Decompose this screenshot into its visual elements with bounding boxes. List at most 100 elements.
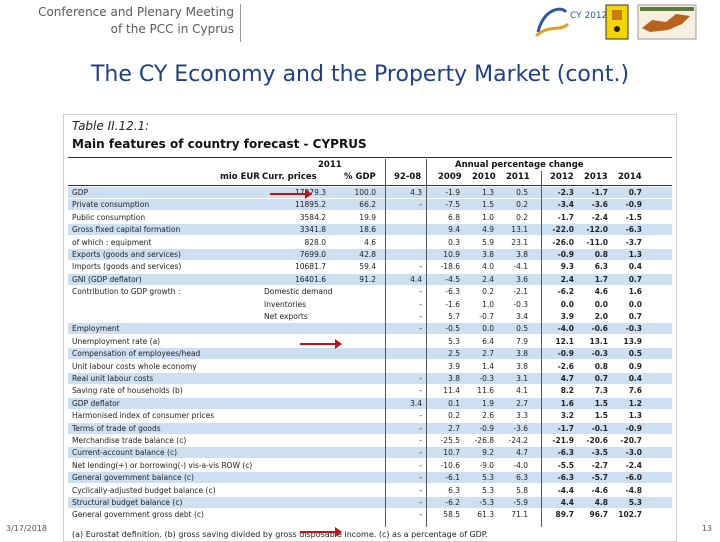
row-label: Unit labour costs whole economy: [72, 361, 197, 371]
header-divider: [240, 4, 241, 42]
cell-year-value: 7.6: [628, 386, 642, 396]
cell-year-value: 0.4: [628, 262, 642, 272]
cell-year-value: 3.8: [516, 250, 528, 259]
cell-year-value: -21.9: [552, 436, 574, 445]
cell-year-value: 7.3: [594, 386, 608, 396]
cell-year-value: 3.6: [516, 274, 528, 284]
cell-year-value: 2.7: [516, 398, 528, 408]
table-row: GDP17979.3100.04.3-1.91.30.5-2.3-1.70.7: [68, 187, 672, 198]
row-label: GDP: [72, 188, 89, 197]
cell-year-value: 3.8: [448, 374, 460, 383]
cell-year-value: 0.2: [516, 212, 528, 222]
cell-year-value: -20.7: [620, 436, 642, 445]
cell-year-value: 4.6: [594, 287, 608, 297]
year-header: 2011: [506, 172, 530, 182]
cell-year-value: -9.0: [479, 460, 494, 470]
cell-year-value: -22.0: [552, 225, 574, 235]
cell-year-value: -5.7: [591, 473, 608, 483]
slide-header: Conference and Plenary Meeting of the PC…: [0, 0, 720, 44]
row-label: Harmonised index of consumer prices: [72, 411, 215, 421]
cell-92-08: -: [419, 423, 422, 433]
cell-year-value: -0.7: [479, 312, 494, 321]
cell-year-value: 3.9: [560, 312, 574, 321]
cell-year-value: -26.8: [474, 436, 494, 445]
cell-year-value: 0.9: [628, 361, 642, 371]
cell-year-value: -0.1: [591, 423, 608, 433]
cell-year-value: 7.9: [516, 336, 528, 346]
row-sublabel: Inventories: [264, 299, 306, 309]
annotation-arrow-gdp: [270, 189, 312, 199]
cell-92-08: -: [419, 386, 422, 396]
cell-year-value: 0.2: [482, 287, 494, 297]
cell-year-value: 1.5: [594, 398, 608, 408]
cell-year-value: 2.7: [448, 423, 460, 433]
cell-year-value: 1.6: [560, 398, 574, 408]
row-label: Net lending(+) or borrowing(-) vis-a-vis…: [72, 460, 253, 470]
cell-year-value: 2.4: [482, 274, 494, 284]
cell-year-value: -4.1: [513, 262, 528, 272]
cell-pct-gdp: 66.2: [359, 200, 376, 210]
cell-year-value: -0.3: [513, 299, 528, 309]
cell-year-value: -4.0: [557, 324, 574, 334]
cell-pct-gdp: 100.0: [354, 188, 376, 197]
cell-year-value: -5.5: [557, 460, 574, 470]
cell-year-value: 3.1: [516, 374, 528, 383]
year-header: 2010: [472, 172, 496, 182]
cell-year-value: -12.0: [586, 225, 608, 235]
table-row: Harmonised index of consumer prices - 0.2 2…: [68, 410, 672, 421]
row-label: Compensation of employees/head: [72, 349, 201, 359]
cell-year-value: -4.0: [513, 460, 528, 470]
table-row: Structural budget balance (c) - -6.2 -5.3 -5…: [68, 497, 672, 508]
cell-year-value: -2.4: [625, 460, 642, 470]
year-header: 2014: [618, 172, 642, 182]
cell-year-value: 5.8: [516, 485, 528, 495]
table-row: Saving rate of households (b) - 11.4 11.6 4.…: [68, 385, 672, 396]
cell-year-value: -6.0: [625, 473, 642, 483]
cell-year-value: 4.7: [560, 374, 574, 383]
table-label: Table II.12.1:: [72, 119, 150, 133]
cell-year-value: -26.0: [552, 237, 574, 247]
cell-year-value: 3.3: [516, 411, 528, 421]
cell-year-value: -6.3: [625, 225, 642, 235]
cell-year-value: -2.4: [591, 212, 608, 222]
cell-year-value: 1.7: [594, 274, 608, 284]
cell-year-value: 3.9: [448, 361, 460, 371]
cell-curr-prices: 3584.2: [299, 212, 326, 222]
table-footnote: (a) Eurostat definition. (b) gross savin…: [72, 530, 488, 539]
cell-pct-gdp: 4.6: [364, 237, 376, 247]
cell-year-value: -10.6: [440, 460, 460, 470]
cell-year-value: 0.2: [516, 200, 528, 210]
cell-year-value: 8.2: [560, 386, 574, 396]
cell-year-value: 4.9: [482, 225, 494, 235]
cell-year-value: 9.4: [448, 225, 460, 235]
cell-year-value: 0.8: [594, 361, 608, 371]
cell-year-value: 9.2: [482, 448, 494, 458]
cell-pct-gdp: 59.4: [359, 262, 376, 272]
col-mio-header: mio EUR: [220, 172, 260, 182]
cell-year-value: 2.0: [594, 312, 608, 321]
table-row: Inventories - -1.6 1.0 -0.3 0.0 0.0 0.0: [68, 299, 672, 310]
table-row: Current-account balance (c) - 10.7 9.2 4.7 -6…: [68, 447, 672, 459]
row-label: Merchandise trade balance (c): [72, 436, 187, 445]
cell-year-value: -0.3: [479, 374, 494, 383]
table-row: Imports (goods and services) 10681.7 59.4 -…: [68, 261, 672, 272]
cell-year-value: -0.3: [625, 324, 642, 334]
cell-year-value: 0.0: [628, 299, 642, 309]
table-row: Unit labour costs whole economy 3.9 1.4 3.8…: [68, 361, 672, 372]
cell-year-value: 2.4: [560, 274, 574, 284]
cell-year-value: 1.3: [628, 250, 642, 259]
cell-year-value: 0.7: [594, 374, 608, 383]
cell-year-value: -0.5: [445, 324, 460, 334]
cell-92-08: -: [419, 262, 422, 272]
cell-year-value: 9.3: [560, 262, 574, 272]
cell-year-value: -3.4: [557, 200, 574, 210]
cell-year-value: -0.9: [557, 250, 574, 259]
cell-curr-prices: 3341.8: [299, 225, 326, 235]
annotation-arrow-unemployment: [300, 339, 342, 349]
cell-year-value: -0.3: [591, 349, 608, 359]
cell-curr-prices: 7699.0: [299, 250, 326, 259]
cell-year-value: 5.3: [448, 336, 460, 346]
slide-page-number: 13: [701, 524, 712, 533]
slide-title: The CY Economy and the Property Market (…: [90, 62, 630, 87]
col-apc-header: Annual percentage change: [455, 160, 584, 170]
